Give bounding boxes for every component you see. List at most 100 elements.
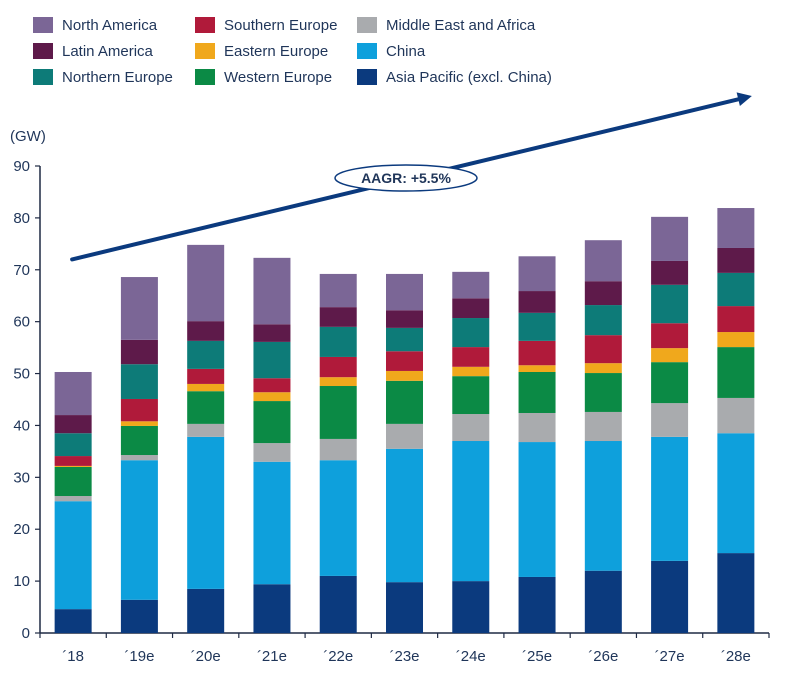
x-tick-label: ´27e — [655, 648, 685, 665]
aagr-label: AAGR: +5.5% — [361, 170, 451, 186]
bar-segment-western-europe — [187, 391, 225, 424]
bar-segment-eastern-europe — [584, 363, 622, 374]
legend-swatch — [357, 43, 377, 59]
x-tick-label: ´21e — [257, 648, 287, 665]
y-tick-label: 0 — [22, 625, 30, 642]
bar-segment-middle-east-and-africa — [584, 411, 622, 442]
bar-segment-china — [54, 501, 92, 610]
bar-segment-western-europe — [253, 401, 291, 444]
bar-segment-latin-america — [187, 321, 225, 341]
bar-segment-latin-america — [319, 307, 357, 327]
bar-segment-northern-europe — [120, 364, 158, 399]
bar-segment-southern-europe — [518, 340, 556, 366]
y-axis-unit-label: (GW) — [10, 128, 46, 145]
x-tick-label: ´23e — [389, 648, 419, 665]
bar-segment-southern-europe — [452, 347, 490, 367]
bar-segment-china — [452, 441, 490, 582]
legend-swatch — [357, 17, 377, 33]
legend-item-middle-east-and-africa: Middle East and Africa — [357, 14, 535, 36]
bar-segment-north-america — [120, 277, 158, 340]
bar-segment-western-europe — [651, 362, 689, 404]
bar-segment-southern-europe — [187, 368, 225, 384]
x-tick-label: ´26e — [588, 648, 618, 665]
bar-segment-middle-east-and-africa — [386, 423, 423, 449]
x-tick-label: ´20e — [191, 648, 221, 665]
bar-segment-northern-europe — [253, 341, 291, 379]
bar-segment-north-america — [518, 256, 556, 292]
legend-label: Eastern Europe — [224, 42, 329, 60]
bar-segment-northern-europe — [187, 340, 225, 369]
bar-segment-asia-pacific-excl-china — [120, 599, 158, 633]
bar-segment-latin-america — [651, 260, 689, 285]
bar-segment-southern-europe — [584, 335, 622, 364]
bar-segment-southern-europe — [386, 351, 423, 371]
bar-segment-asia-pacific-excl-china — [319, 575, 357, 633]
bar-segment-western-europe — [584, 373, 622, 412]
bar-segment-china — [187, 436, 225, 589]
bar-segment-china — [120, 460, 158, 600]
bar-segment-middle-east-and-africa — [54, 496, 92, 502]
y-tick-label: 40 — [13, 417, 30, 434]
legend-swatch — [33, 43, 53, 59]
bar-segment-northern-europe — [584, 305, 622, 336]
legend-label: North America — [62, 16, 158, 34]
legend-item-southern-europe: Southern Europe — [195, 14, 337, 36]
bar-segment-china — [518, 442, 556, 577]
bar-segment-northern-europe — [54, 433, 92, 457]
bar-segment-north-america — [584, 240, 622, 282]
legend-item-north-america: North America — [33, 14, 157, 36]
bar-segment-western-europe — [54, 466, 92, 497]
y-tick-label: 30 — [13, 469, 30, 486]
bar-segment-china — [584, 441, 622, 571]
x-tick-label: ´28e — [721, 648, 751, 665]
bar-segment-northern-europe — [386, 327, 423, 352]
bar-segment-eastern-europe — [717, 332, 755, 348]
bar-segment-western-europe — [452, 376, 490, 415]
bar-segment-western-europe — [518, 371, 556, 413]
x-tick-label: ´22e — [323, 648, 353, 665]
bar-segment-latin-america — [518, 291, 556, 313]
legend-swatch — [33, 69, 53, 85]
legend-label: Asia Pacific (excl. China) — [386, 68, 552, 86]
bar-segment-china — [253, 461, 291, 585]
bar-segment-eastern-europe — [452, 366, 490, 377]
bar-segment-asia-pacific-excl-china — [518, 576, 556, 633]
y-tick-label: 70 — [13, 262, 30, 279]
y-tick-label: 90 — [13, 158, 30, 175]
bar-segment-north-america — [187, 244, 225, 322]
bar-segment-middle-east-and-africa — [319, 438, 357, 461]
bar-segment-northern-europe — [717, 272, 755, 307]
y-tick-label: 50 — [13, 366, 30, 383]
bar-segment-northern-europe — [452, 318, 490, 348]
bar-segment-north-america — [54, 371, 92, 416]
legend-item-northern-europe: Northern Europe — [33, 66, 173, 88]
x-tick-label: ´24e — [456, 648, 486, 665]
bar-segment-latin-america — [584, 281, 622, 306]
bar-segment-latin-america — [253, 324, 291, 342]
bar-segment-southern-europe — [120, 398, 158, 422]
bar-segment-eastern-europe — [319, 377, 357, 387]
legend-label: Northern Europe — [62, 68, 173, 86]
bar-segment-northern-europe — [319, 326, 357, 357]
bar-segment-western-europe — [120, 425, 158, 456]
bar-segment-asia-pacific-excl-china — [386, 582, 423, 633]
bar-segment-asia-pacific-excl-china — [253, 584, 291, 633]
bar-segment-middle-east-and-africa — [253, 443, 291, 462]
legend-item-eastern-europe: Eastern Europe — [195, 40, 328, 62]
bar-segment-china — [717, 433, 755, 554]
legend-label: Southern Europe — [224, 16, 338, 34]
x-tick-label: ´18 — [62, 648, 84, 665]
aagr-ellipse — [334, 164, 478, 192]
bar-segment-eastern-europe — [253, 392, 291, 402]
bar-segment-southern-europe — [319, 356, 357, 378]
bar-segment-southern-europe — [651, 323, 689, 349]
legend: North America Latin America Northern Europ… — [33, 14, 593, 92]
bar-segment-latin-america — [120, 339, 158, 365]
bar-segment-eastern-europe — [651, 348, 689, 363]
bar-segment-north-america — [319, 273, 357, 308]
y-tick-label: 20 — [13, 521, 30, 538]
bar-segment-asia-pacific-excl-china — [54, 609, 92, 633]
bar-segment-latin-america — [717, 247, 755, 273]
bar-segment-middle-east-and-africa — [452, 414, 490, 442]
